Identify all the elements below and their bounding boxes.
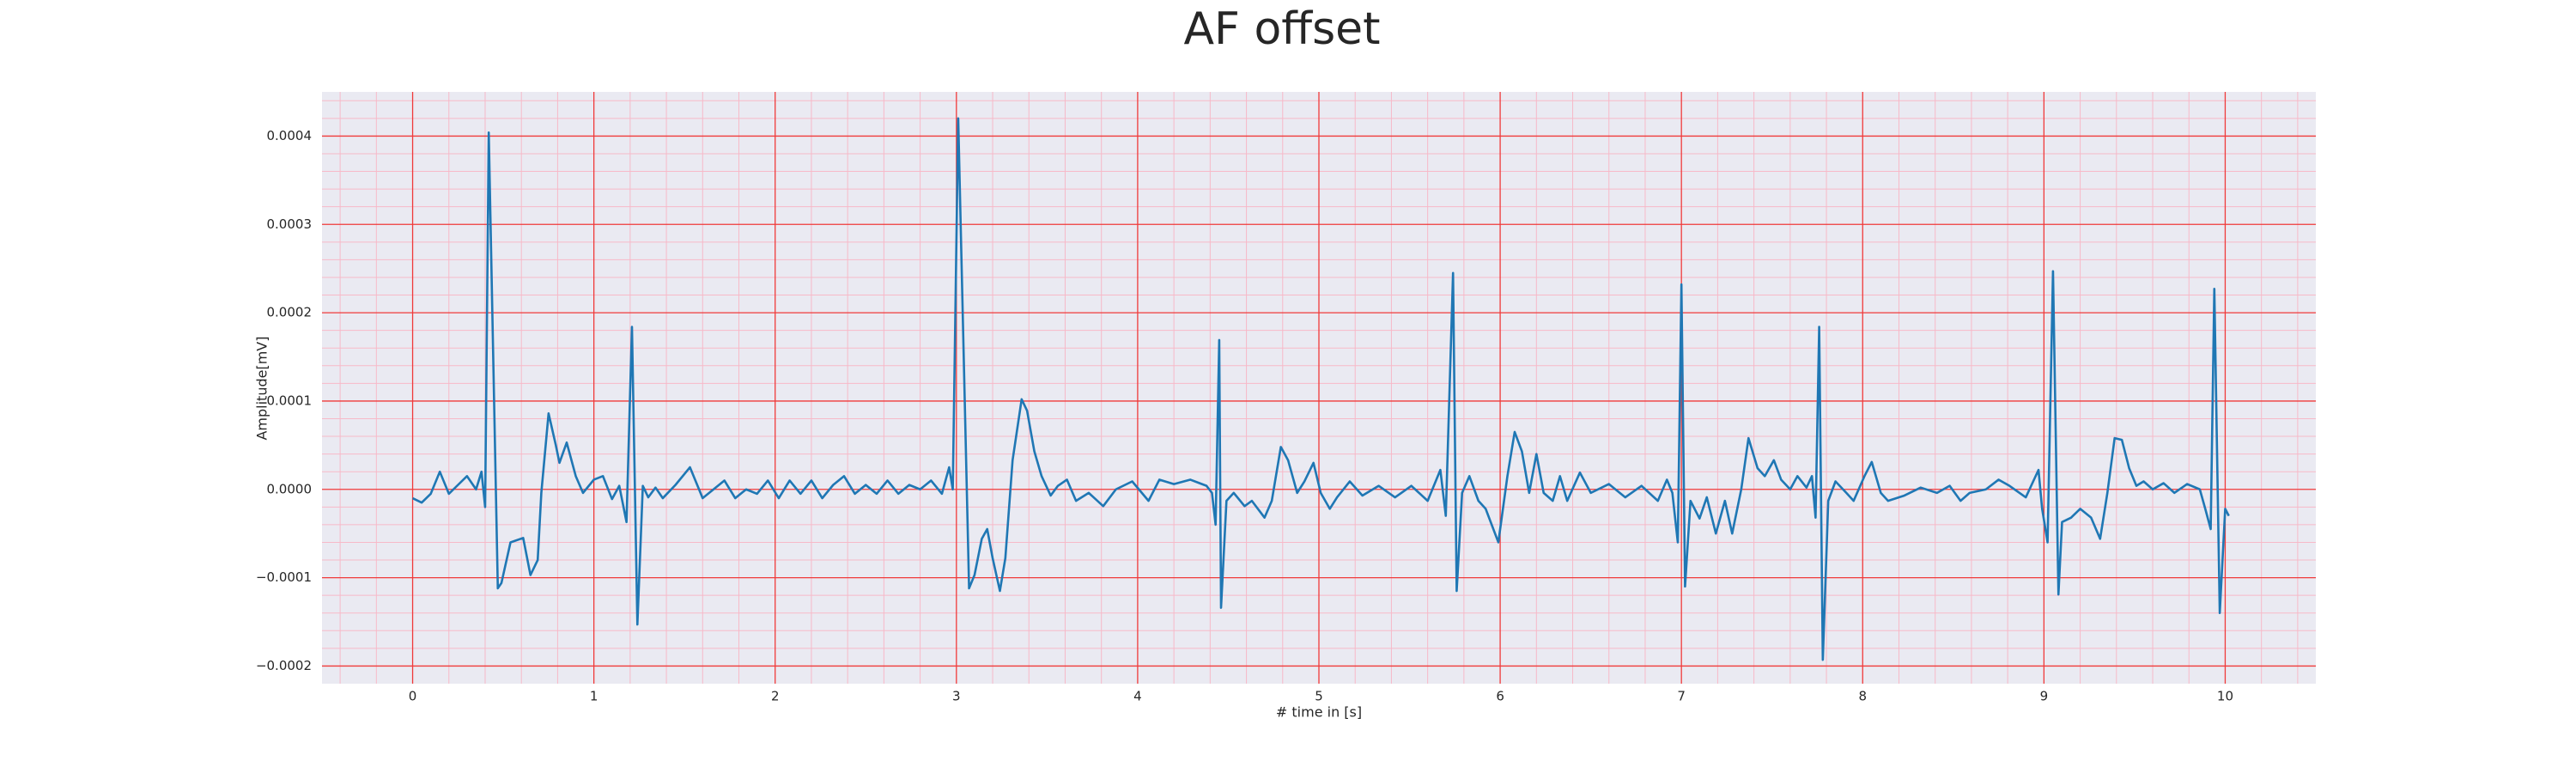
- x-tick-label: 3: [952, 689, 961, 704]
- y-tick-label: −0.0001: [256, 569, 312, 585]
- y-axis-label: Amplitude[mV]: [254, 336, 270, 440]
- x-tick-label: 0: [409, 689, 417, 704]
- y-tick-label: 0.0000: [267, 481, 313, 496]
- x-tick-label: 6: [1496, 689, 1504, 704]
- x-tick-label: 1: [590, 689, 598, 704]
- x-axis-label: # time in [s]: [1276, 704, 1362, 721]
- x-tick-label: 7: [1677, 689, 1686, 704]
- x-tick-label: 5: [1315, 689, 1323, 704]
- x-tick-label: 2: [771, 689, 780, 704]
- y-tick-label: 0.0002: [267, 305, 313, 320]
- y-tick-label: 0.0003: [267, 216, 313, 232]
- x-tick-label: 9: [2040, 689, 2049, 704]
- x-tick-label: 8: [1858, 689, 1867, 704]
- signal-line: [411, 117, 2230, 661]
- grid: [322, 92, 2316, 684]
- x-tick-label: 10: [2217, 689, 2233, 704]
- y-tick-label: −0.0002: [256, 658, 312, 673]
- chart-title: AF offset: [1183, 3, 1380, 55]
- y-tick-label: 0.0004: [267, 128, 313, 143]
- labels: 0 1 2 3 4 5 6 7 8 9 10 −0.0002 −0.0001 0.0000 0.0001 0.…: [256, 128, 2233, 704]
- x-tick-label: 4: [1133, 689, 1142, 704]
- y-tick-label: 0.0001: [267, 393, 313, 408]
- series: [411, 117, 2230, 661]
